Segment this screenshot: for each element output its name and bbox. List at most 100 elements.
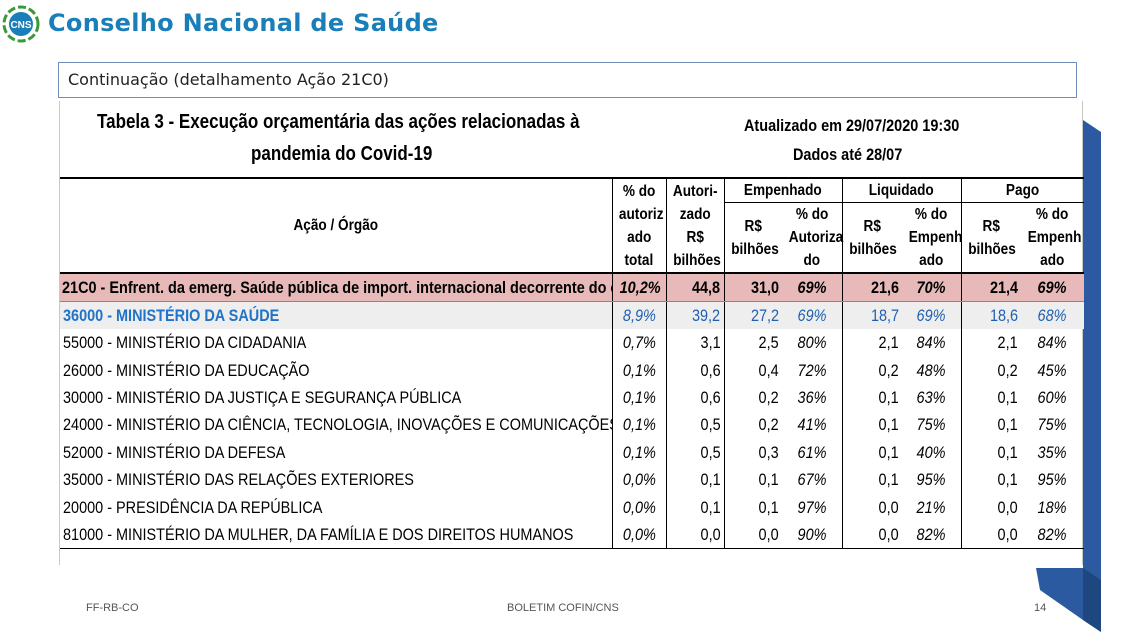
row-pago: 0,1 [960,411,1021,439]
row-pago: 2,1 [960,329,1021,357]
table-row: 20000 - PRESIDÊNCIA DA REPÚBLICA 0,0% 0,… [60,493,1084,521]
row-liquidado-pct: 48% [916,360,946,380]
row-autorizado: 0,5 [665,411,724,439]
row-pct-autorizado: 0,0% [611,520,666,549]
row-empenhado-pct: 69% [782,301,842,329]
row-autorizado: 0,0 [665,520,724,549]
row-empenhado: 0,3 [723,438,782,466]
row-empenhado-pct: 97% [797,497,827,517]
row-liquidado: 0,1 [841,383,902,412]
row-name: 21C0 - Enfrent. da emerg. Saúde pública … [60,273,612,302]
row-pago-pct: 35% [1038,442,1067,462]
table-row: 26000 - MINISTÉRIO DA EDUCAÇÃO 0,1% 0,6 … [60,356,1084,384]
row-autorizado: 44,8 [665,273,724,302]
table-row: 81000 - MINISTÉRIO DA MULHER, DA FAMÍLIA… [60,520,1084,549]
row-empenhado: 0,2 [723,411,782,439]
row-pct-autorizado: 0,1% [611,411,666,439]
table-panel: Tabela 3 - Execução orçamentária das açõ… [59,101,1084,565]
row-name: 36000 - MINISTÉRIO DA SAÚDE [60,301,612,329]
cns-logo-icon: CNS [2,5,40,43]
row-name: 35000 - MINISTÉRIO DAS RELAÇÕES EXTERIOR… [63,470,414,490]
row-pago-pct: 60% [1038,387,1067,407]
brand-title: Conselho Nacional de Saúde [48,9,439,37]
table-title-line1: Tabela 3 - Execução orçamentária das açõ… [97,111,580,133]
col-header-empenhado: Empenhado [723,178,842,203]
row-pago: 0,1 [960,438,1021,466]
col-header-autorizado: Autori- zado R$ bilhões [665,178,724,274]
row-pago-pct: 75% [1038,415,1067,435]
data-until: Dados até 28/07 [793,145,903,164]
row-pago: 0,1 [960,383,1021,412]
row-pago: 0,2 [960,356,1021,384]
page-number: 14 [1034,602,1047,614]
col-header-liq-rs: R$ bilhões [841,202,902,274]
row-empenhado-pct: 80% [797,333,827,353]
table-row: 35000 - MINISTÉRIO DAS RELAÇÕES EXTERIOR… [60,465,1084,494]
col-header-pag-rs: R$ bilhões [960,202,1021,274]
row-pct-autorizado: 0,7% [611,329,666,357]
table-row: 55000 - MINISTÉRIO DA CIDADANIA 0,7% 3,1… [60,329,1084,357]
row-empenhado: 0,4 [723,356,782,384]
row-pago-pct: 68% [1021,301,1084,329]
row-liquidado-pct: 75% [916,415,946,435]
col-header-liq-pct: % do Empenh ado [902,202,962,274]
row-autorizado: 39,2 [665,301,724,329]
row-pago-pct: 82% [1021,520,1084,549]
row-liquidado-pct: 63% [916,387,946,407]
svg-text:CNS: CNS [10,20,31,31]
row-name: 24000 - MINISTÉRIO DA CIÊNCIA, TECNOLOGI… [63,415,612,435]
row-empenhado-pct: 90% [782,520,842,549]
col-header-acao-orgao: Ação / Órgão [60,178,612,274]
col-header-emp-rs: R$ bilhões [723,202,782,274]
row-name: 52000 - MINISTÉRIO DA DEFESA [63,442,286,462]
row-empenhado: 27,2 [723,301,782,329]
row-empenhado-pct: 67% [797,470,827,490]
row-pago-pct: 84% [1038,333,1067,353]
col-header-pago: Pago [960,178,1084,203]
row-autorizado: 3,1 [665,329,724,357]
row-pct-autorizado: 0,0% [611,493,666,521]
row-liquidado: 0,0 [841,493,902,521]
row-empenhado: 0,0 [723,520,782,549]
row-empenhado-pct: 72% [797,360,827,380]
row-liquidado: 0,2 [841,356,902,384]
row-empenhado-pct: 61% [797,442,827,462]
row-pago: 0,0 [960,493,1021,521]
budget-table: Ação / Órgão % do autoriz ado total Auto… [60,177,1084,549]
row-autorizado: 0,6 [665,383,724,412]
row-empenhado-pct: 41% [797,415,827,435]
row-pago-pct: 69% [1021,273,1084,302]
row-pago-pct: 45% [1038,360,1067,380]
table-row: 24000 - MINISTÉRIO DA CIÊNCIA, TECNOLOGI… [60,411,1084,439]
row-liquidado-pct: 95% [916,470,946,490]
row-liquidado: 18,7 [841,301,902,329]
row-autorizado: 0,5 [665,438,724,466]
row-empenhado: 0,2 [723,383,782,412]
row-pct-autorizado: 0,0% [611,465,666,494]
row-name: 20000 - PRESIDÊNCIA DA REPÚBLICA [63,497,323,517]
table-row: 36000 - MINISTÉRIO DA SAÚDE 8,9% 39,2 27… [60,301,1084,329]
row-liquidado-pct: 40% [916,442,946,462]
row-name: 26000 - MINISTÉRIO DA EDUCAÇÃO [63,360,310,380]
row-liquidado: 0,1 [841,438,902,466]
row-liquidado: 0,1 [841,411,902,439]
row-liquidado-pct: 84% [916,333,946,353]
row-pago: 0,0 [960,520,1021,549]
row-empenhado-pct: 69% [782,273,842,302]
row-pago: 18,6 [960,301,1021,329]
table-row-total: 21C0 - Enfrent. da emerg. Saúde pública … [60,273,1084,302]
row-autorizado: 0,1 [665,493,724,521]
row-empenhado: 2,5 [723,329,782,357]
row-pago-pct: 95% [1038,470,1067,490]
row-liquidado-pct: 21% [916,497,946,517]
row-liquidado: 0,1 [841,465,902,494]
row-liquidado: 21,6 [841,273,902,302]
table-title-line2: pandemia do Covid-19 [251,143,433,165]
row-pct-autorizado: 10,2% [611,273,666,302]
row-name: 81000 - MINISTÉRIO DA MULHER, DA FAMÍLIA… [60,520,612,549]
continuation-box: Continuação (detalhamento Ação 21C0) [58,62,1077,98]
row-liquidado-pct: 82% [902,520,961,549]
row-pct-autorizado: 0,1% [611,383,666,412]
row-pago-pct: 18% [1038,497,1067,517]
